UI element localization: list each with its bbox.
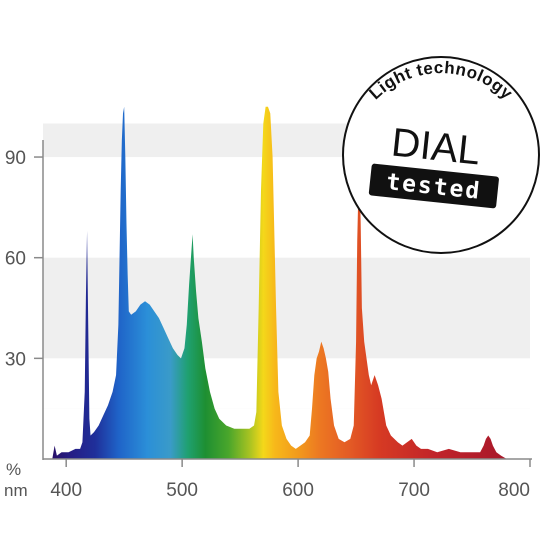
y-tick-label: 60 xyxy=(5,249,26,270)
y-axis-ticks: 30 60 90 xyxy=(5,148,43,370)
x-tick-label: 800 xyxy=(498,480,530,501)
seal-tested-box xyxy=(368,163,499,209)
dial-tested-seal: Light technology DIAL tested xyxy=(342,56,540,254)
y-unit-label: % xyxy=(6,460,21,479)
x-tick-label: 600 xyxy=(282,480,314,501)
y-tick-label: 90 xyxy=(5,148,26,169)
x-unit-label: nm xyxy=(4,481,28,500)
x-tick-label: 700 xyxy=(398,480,430,501)
y-tick-label: 30 xyxy=(5,349,26,370)
x-tick-label: 500 xyxy=(166,480,198,501)
grid-band xyxy=(43,257,530,359)
x-axis-ticks: 400 500 600 700 800 xyxy=(50,459,531,501)
seal-dial-text: DIAL xyxy=(389,120,482,173)
spectrum-area xyxy=(52,106,507,460)
spectrum-series xyxy=(52,106,507,460)
x-tick-label: 400 xyxy=(50,480,82,501)
